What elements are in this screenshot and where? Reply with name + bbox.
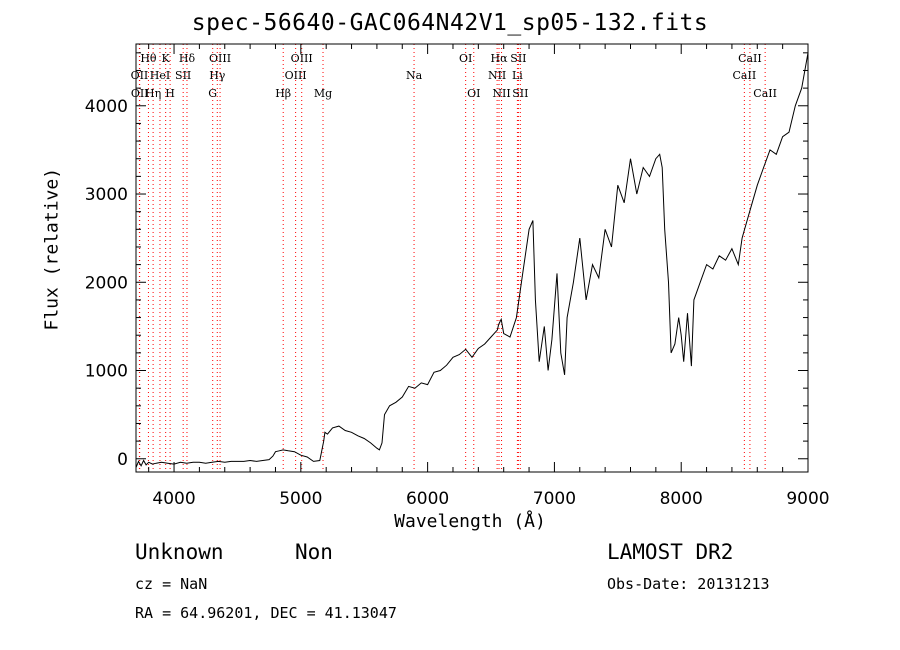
line-marker-label-10: Hγ: [209, 69, 226, 82]
line-marker-label-11: G: [208, 87, 217, 100]
redshift-label: cz = NaN: [135, 575, 208, 593]
y-tick-label-3: 3000: [85, 185, 128, 205]
y-axis-label: Flux (relative): [41, 167, 63, 331]
x-axis-label: Wavelength (Å): [394, 511, 546, 532]
line-marker-label-6: H: [165, 87, 175, 100]
line-marker-label-14: OIII: [285, 69, 307, 82]
survey-label: LAMOST DR2: [607, 540, 734, 564]
x-tick-label-2: 6000: [406, 489, 449, 509]
y-tick-label-2: 2000: [85, 273, 128, 293]
line-marker-label-18: OI: [467, 87, 480, 100]
line-marker-label-19: Hα: [490, 52, 508, 65]
line-marker-label-0: Hθ: [140, 52, 157, 65]
y-tick-label-4: 4000: [85, 97, 128, 117]
subclass-label: Non: [295, 540, 333, 564]
line-marker-label-12: Hβ: [275, 87, 291, 100]
line-marker-label-27: CaII: [753, 87, 777, 100]
line-marker-label-23: Li: [512, 69, 523, 82]
line-marker-label-4: HeI: [150, 69, 170, 82]
x-tick-label-5: 9000: [786, 489, 829, 509]
line-marker-label-3: Hη: [145, 87, 161, 100]
y-tick-label-0: 0: [117, 450, 128, 470]
line-marker-label-20: NII: [488, 69, 506, 82]
line-marker-label-17: OI: [459, 52, 472, 65]
line-marker-label-26: CaII: [733, 69, 757, 82]
line-marker-label-1: OII: [131, 69, 149, 82]
chart-title: spec-56640-GAC064N42V1_sp05-132.fits: [191, 10, 709, 36]
plot-frame: [135, 43, 809, 473]
line-marker-label-13: OIII: [291, 52, 313, 65]
line-marker-label-21: NII: [492, 87, 510, 100]
obs-date-label: Obs-Date: 20131213: [607, 575, 770, 593]
line-marker-label-8: Hδ: [179, 52, 196, 65]
line-marker-label-2: OII: [131, 87, 149, 100]
line-marker-label-9: OIII: [209, 52, 231, 65]
line-marker-label-15: Mg: [314, 87, 332, 100]
class-label: Unknown: [135, 540, 224, 564]
line-marker-label-16: Na: [406, 69, 423, 82]
line-marker-label-22: SII: [510, 52, 526, 65]
x-tick-label-3: 7000: [533, 489, 576, 509]
x-tick-label-1: 5000: [279, 489, 322, 509]
spectrum-line: [135, 52, 809, 468]
line-marker-label-7: SII: [175, 69, 191, 82]
line-marker-label-25: CaII: [738, 52, 762, 65]
x-tick-label-0: 4000: [152, 489, 195, 509]
x-tick-label-4: 8000: [660, 489, 703, 509]
line-marker-label-24: SII: [512, 87, 528, 100]
y-tick-label-1: 1000: [85, 362, 128, 382]
coordinates-label: RA = 64.96201, DEC = 41.13047: [135, 604, 397, 622]
line-marker-label-5: K: [162, 52, 171, 65]
